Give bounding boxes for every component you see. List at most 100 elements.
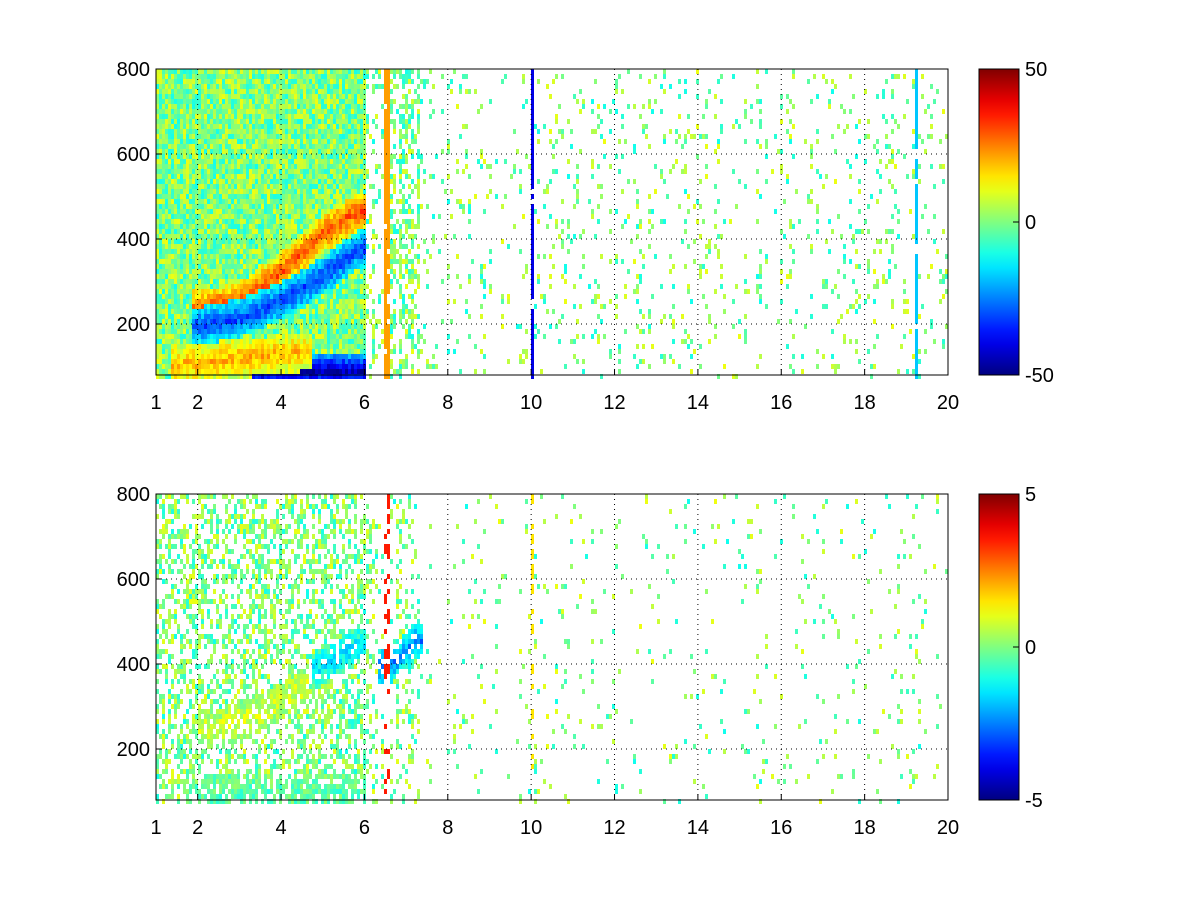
- heatmap-cell: [210, 204, 213, 209]
- heatmap-cell: [246, 369, 249, 374]
- heatmap-cell: [417, 119, 420, 124]
- heatmap-cell: [264, 219, 267, 224]
- heatmap-cell: [345, 74, 348, 79]
- heatmap-cell: [339, 239, 342, 244]
- heatmap-cell: [168, 174, 171, 179]
- heatmap-cell: [315, 289, 318, 294]
- heatmap-cell: [279, 174, 282, 179]
- heatmap-cell: [363, 109, 366, 114]
- heatmap-cell: [204, 244, 207, 249]
- heatmap-cell: [165, 244, 168, 249]
- heatmap-cell: [336, 84, 339, 89]
- heatmap-cell: [276, 224, 279, 229]
- heatmap-cell: [276, 209, 279, 214]
- heatmap-cell: [246, 199, 249, 204]
- heatmap-cell: [174, 284, 177, 289]
- heatmap-cell: [279, 299, 282, 304]
- heatmap-cell: [192, 269, 195, 274]
- heatmap-cell: [333, 149, 336, 154]
- heatmap-cell: [207, 219, 210, 224]
- heatmap-cell: [291, 269, 294, 274]
- heatmap-cell: [258, 204, 261, 209]
- heatmap-cell: [318, 314, 321, 319]
- heatmap-cell: [210, 114, 213, 119]
- heatmap-cell: [366, 294, 369, 299]
- heatmap-cell: [387, 314, 390, 319]
- heatmap-cell: [297, 364, 300, 369]
- heatmap-cell: [342, 114, 345, 119]
- heatmap-cell: [294, 344, 297, 349]
- heatmap-cell: [303, 119, 306, 124]
- heatmap-cell: [282, 159, 285, 164]
- heatmap-cell: [279, 219, 282, 224]
- heatmap-cell: [372, 309, 375, 314]
- heatmap-cell: [414, 254, 417, 259]
- heatmap-cell: [201, 269, 204, 274]
- heatmap-cell: [240, 269, 243, 274]
- heatmap-cell: [312, 374, 315, 379]
- heatmap-cell: [312, 119, 315, 124]
- heatmap-cell: [261, 144, 264, 149]
- heatmap-cell: [180, 164, 183, 169]
- heatmap-cell: [192, 244, 195, 249]
- heatmap-cell: [306, 164, 309, 169]
- heatmap-cell: [270, 304, 273, 309]
- heatmap-cell: [453, 299, 456, 304]
- heatmap-cell: [162, 209, 165, 214]
- heatmap-cell: [435, 154, 438, 159]
- heatmap-cell: [249, 194, 252, 199]
- heatmap-cell: [267, 264, 270, 269]
- heatmap-cell: [285, 164, 288, 169]
- heatmap-cell: [219, 244, 222, 249]
- heatmap-cell: [156, 314, 159, 319]
- heatmap-cell: [180, 219, 183, 224]
- heatmap-cell: [225, 289, 228, 294]
- heatmap-cell: [348, 159, 351, 164]
- heatmap-cell: [369, 289, 372, 294]
- heatmap-cell: [330, 219, 333, 224]
- heatmap-cell: [318, 249, 321, 254]
- heatmap-cell: [282, 309, 285, 314]
- heatmap-cell: [339, 144, 342, 149]
- heatmap-cell: [348, 119, 351, 124]
- heatmap-cell: [159, 299, 162, 304]
- heatmap-cell: [204, 114, 207, 119]
- heatmap-cell: [279, 319, 282, 324]
- heatmap-cell: [309, 344, 312, 349]
- heatmap-cell: [195, 124, 198, 129]
- heatmap-cell: [267, 89, 270, 94]
- heatmap-cell: [225, 174, 228, 179]
- heatmap-cell: [315, 214, 318, 219]
- heatmap-cell: [225, 299, 228, 304]
- heatmap-cell: [249, 174, 252, 179]
- heatmap-cell: [276, 89, 279, 94]
- heatmap-cell: [372, 329, 375, 334]
- heatmap-cell: [243, 74, 246, 79]
- heatmap-cell: [246, 144, 249, 149]
- heatmap-cell: [204, 239, 207, 244]
- heatmap-cell: [399, 119, 402, 124]
- heatmap-cell: [273, 329, 276, 334]
- heatmap-cell: [345, 294, 348, 299]
- heatmap-cell: [351, 229, 354, 234]
- heatmap-cell: [192, 134, 195, 139]
- heatmap-cell: [321, 154, 324, 159]
- heatmap-cell: [327, 134, 330, 139]
- heatmap-cell: [225, 339, 228, 344]
- heatmap-cell: [297, 199, 300, 204]
- heatmap-cell: [288, 249, 291, 254]
- heatmap-cell: [294, 84, 297, 89]
- heatmap-cell: [321, 344, 324, 349]
- heatmap-cell: [324, 144, 327, 149]
- heatmap-cell: [159, 79, 162, 84]
- heatmap-cell: [417, 349, 420, 354]
- heatmap-cell: [204, 344, 207, 349]
- heatmap-cell: [264, 184, 267, 189]
- heatmap-cell: [414, 99, 417, 104]
- heatmap-cell: [264, 144, 267, 149]
- heatmap-cell: [480, 154, 483, 159]
- heatmap-cell: [255, 144, 258, 149]
- heatmap-cell: [306, 179, 309, 184]
- heatmap-cell: [342, 329, 345, 334]
- heatmap-cell: [354, 159, 357, 164]
